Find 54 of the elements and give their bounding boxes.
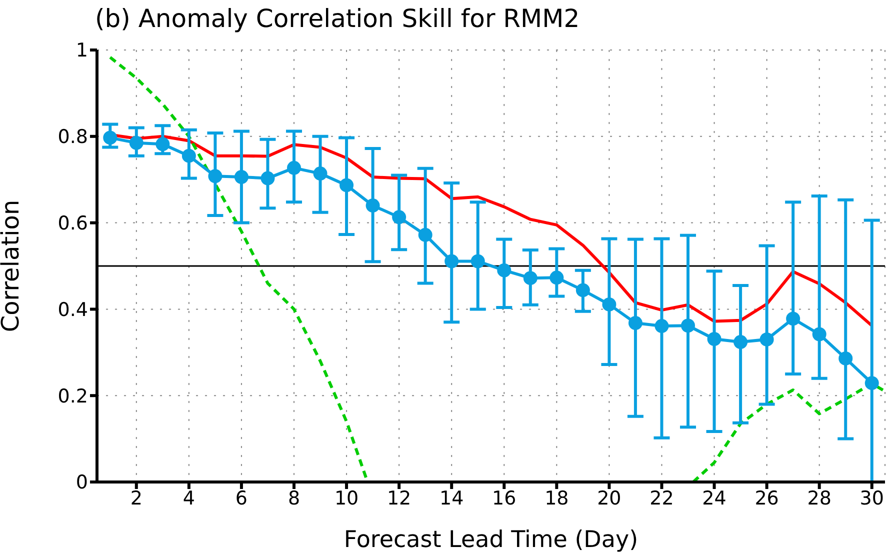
point [103, 130, 118, 145]
point [760, 332, 774, 346]
x-tick-label: 30 [860, 487, 884, 510]
point [497, 263, 512, 278]
y-axis-title: Correlation [0, 200, 25, 332]
point [392, 210, 406, 224]
x-tick-label: 12 [386, 487, 412, 510]
x-tick-label: 18 [544, 487, 569, 510]
x-tick-label: 26 [754, 487, 779, 510]
point [182, 148, 196, 163]
point [418, 228, 432, 242]
point [366, 198, 380, 213]
point [864, 376, 879, 390]
y-tick-label: 0 [76, 472, 88, 494]
x-tick-label: 16 [492, 487, 516, 510]
point [523, 271, 538, 286]
chart-title: (b) Anomaly Correlation Skill for RMM2 [95, 4, 580, 33]
x-tick-label: 22 [650, 487, 674, 510]
point [129, 136, 144, 150]
x-tick-label: 6 [235, 487, 248, 510]
y-tick-label: 1 [76, 40, 88, 62]
point [654, 319, 669, 334]
point [156, 137, 170, 152]
point [576, 283, 590, 298]
point [550, 270, 564, 285]
point [707, 332, 722, 346]
point [786, 312, 800, 326]
x-tick-label: 24 [702, 487, 726, 510]
x-tick-label: 20 [597, 487, 622, 510]
point [260, 171, 275, 186]
y-tick-label: 0.4 [58, 298, 88, 321]
x-tick-label: 28 [807, 487, 832, 510]
point [681, 318, 695, 333]
x-tick-label: 8 [288, 487, 300, 510]
y-tick-label: 0.8 [58, 126, 88, 148]
point [287, 160, 301, 175]
point [208, 169, 222, 184]
y-tick-label: 0.6 [58, 212, 88, 235]
point [470, 254, 485, 268]
x-tick-label: 4 [182, 487, 195, 510]
point [313, 166, 328, 181]
point [340, 178, 354, 192]
point [444, 254, 459, 268]
point [602, 297, 616, 312]
point [734, 335, 748, 350]
x-tick-label: 10 [334, 487, 359, 510]
point [628, 316, 642, 330]
y-tick-label: 0.2 [58, 385, 88, 408]
x-tick-label: 14 [440, 487, 464, 510]
x-axis-title: Forecast Lead Time (Day) [344, 527, 638, 553]
x-tick-label: 2 [130, 487, 142, 510]
point [234, 170, 248, 184]
point [812, 327, 826, 342]
point [838, 351, 853, 366]
